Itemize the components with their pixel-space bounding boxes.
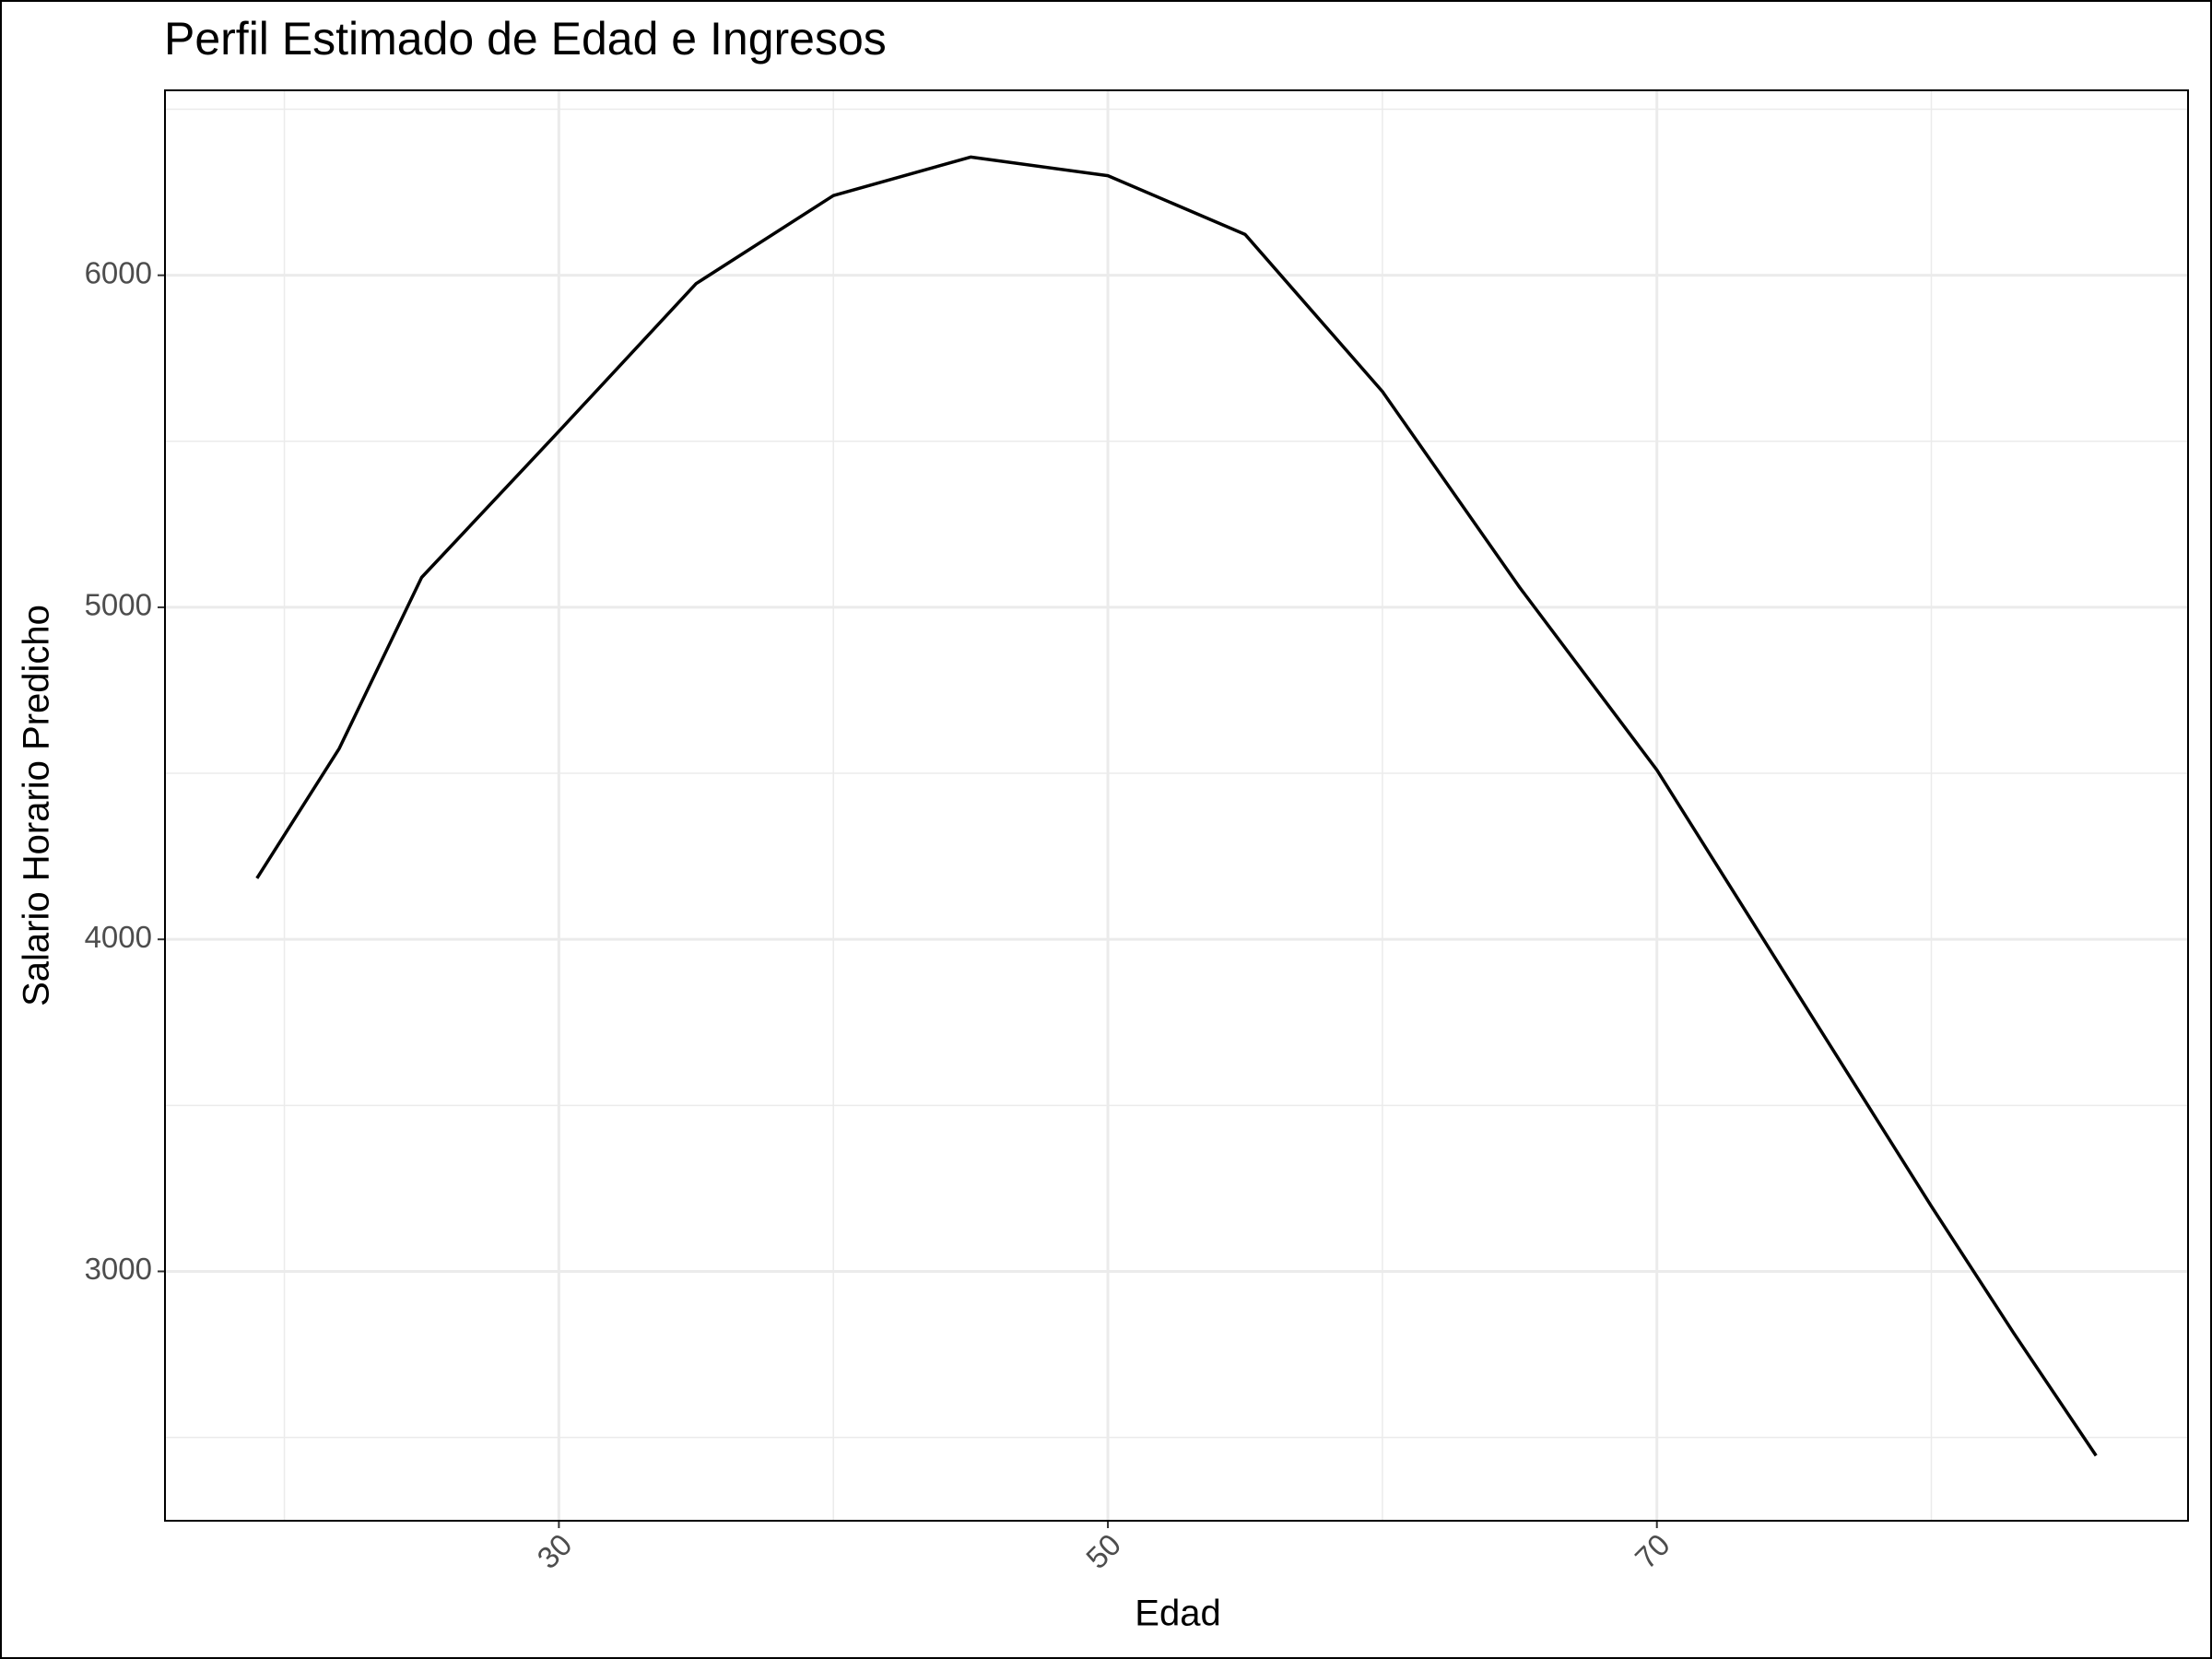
- y-tick-label: 6000: [85, 255, 152, 289]
- y-axis-title: Salario Horario Predicho: [17, 605, 57, 1006]
- chart-title: Perfil Estimado de Edad e Ingresos: [164, 13, 887, 65]
- y-tick-label: 4000: [85, 920, 152, 954]
- x-axis-title: Edad: [1135, 1594, 1220, 1634]
- y-tick-label: 3000: [85, 1252, 152, 1286]
- data-line: [255, 155, 2098, 1457]
- panel-border: [164, 89, 2189, 1522]
- y-tick-label: 5000: [85, 588, 152, 622]
